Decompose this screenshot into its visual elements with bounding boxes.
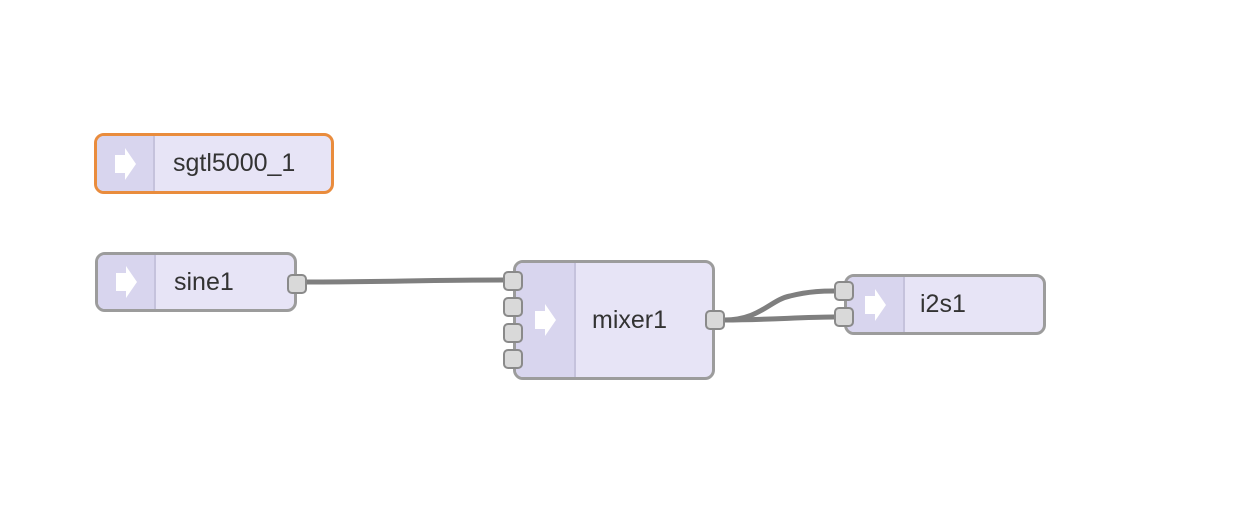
- output-port-0[interactable]: [705, 310, 725, 330]
- node-icon-strip: [516, 263, 576, 377]
- node-sine1[interactable]: sine1: [95, 252, 307, 312]
- input-port-1[interactable]: [834, 307, 854, 327]
- node-i2s1[interactable]: i2s1: [834, 274, 1046, 335]
- node-label: i2s1: [920, 290, 966, 318]
- arrow-right-icon: [116, 266, 137, 298]
- node-icon-strip: [847, 277, 905, 332]
- input-port-1[interactable]: [503, 297, 523, 317]
- arrow-right-icon: [115, 147, 136, 180]
- wire-mixer1-to-i2s1-in0[interactable]: [723, 288, 835, 323]
- output-port-0[interactable]: [287, 274, 307, 294]
- input-port-0[interactable]: [834, 281, 854, 301]
- node-icon-strip: [98, 255, 156, 309]
- input-port-2[interactable]: [503, 323, 523, 343]
- arrow-right-icon: [535, 304, 556, 336]
- wire-sine1-to-mixer1-in0[interactable]: [305, 277, 504, 285]
- node-icon-strip: [97, 136, 155, 191]
- node-label: sgtl5000_1: [173, 149, 296, 177]
- arrow-right-icon: [865, 288, 886, 321]
- node-sgtl5000-1[interactable]: sgtl5000_1: [94, 133, 334, 194]
- node-label: sine1: [174, 267, 234, 296]
- input-port-0[interactable]: [503, 271, 523, 291]
- node-label: mixer1: [592, 305, 668, 334]
- node-mixer1[interactable]: mixer1: [503, 260, 725, 380]
- wire-mixer1-to-i2s1-in1[interactable]: [723, 314, 835, 323]
- input-port-3[interactable]: [503, 349, 523, 369]
